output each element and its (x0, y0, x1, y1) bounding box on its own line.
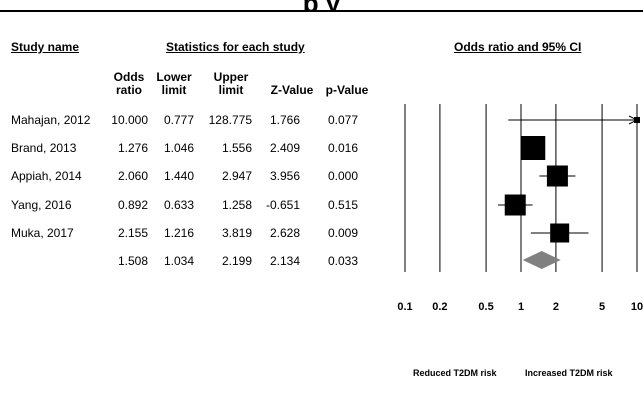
upper-limit: 128.775 (208, 113, 252, 127)
z-value: 1.766 (269, 113, 300, 127)
z-value: 2.628 (269, 226, 300, 240)
col-header-odds-line2: ratio (115, 83, 142, 97)
study-marker (546, 165, 568, 187)
header-study-name: Study name (11, 40, 80, 54)
upper-limit: 1.556 (221, 141, 252, 155)
summary-upper: 2.199 (221, 254, 252, 268)
study-marker (634, 117, 640, 123)
p-value: 0.515 (327, 198, 358, 212)
z-value: 2.409 (269, 141, 300, 155)
study-name: Yang, 2016 (11, 198, 72, 212)
lower-limit: 0.777 (163, 113, 194, 127)
col-header-lower-limit: Lower limit (152, 71, 196, 97)
summary-or: 1.508 (117, 254, 148, 268)
x-tick-label: 0.5 (478, 301, 494, 313)
col-header-lower-line1: Lower (156, 70, 192, 84)
header-odds-ci: Odds ratio and 95% CI (454, 40, 582, 54)
col-header-odds-line1: Odds (113, 70, 145, 84)
col-header-upper-line2: limit (218, 83, 244, 97)
lower-limit: 1.216 (163, 226, 194, 240)
summary-p: 0.033 (327, 254, 358, 268)
x-tick-label: 0.1 (397, 301, 413, 313)
study-name: Brand, 2013 (11, 141, 77, 155)
upper-limit: 1.258 (221, 198, 252, 212)
col-header-p-value: p-Value (325, 83, 369, 97)
study-marker (550, 223, 570, 243)
col-header-upper-line1: Upper (213, 70, 249, 84)
footer-reduced-risk: Reduced T2DM risk (413, 368, 497, 378)
x-tick-label: 1 (517, 301, 525, 313)
study-name: Mahajan, 2012 (11, 113, 91, 127)
page-title-fragment: p y (0, 0, 643, 10)
footer-increased-risk: Increased T2DM risk (525, 368, 613, 378)
upper-limit: 2.947 (221, 169, 252, 183)
lower-limit: 0.633 (163, 198, 194, 212)
study-marker (521, 136, 546, 160)
upper-limit: 3.819 (221, 226, 252, 240)
col-header-odds-ratio: Odds ratio (104, 71, 154, 97)
x-tick-label: 0.2 (432, 301, 448, 313)
study-name: Appiah, 2014 (11, 169, 82, 183)
x-tick-label: 10 (630, 301, 643, 313)
p-value: 0.009 (327, 226, 358, 240)
summary-z: 2.134 (269, 254, 300, 268)
z-value: -0.651 (265, 198, 300, 212)
col-header-upper-limit: Upper limit (206, 71, 256, 97)
p-value: 0.016 (327, 141, 358, 155)
odds-ratio: 10.000 (111, 113, 148, 127)
summary-lower: 1.034 (163, 254, 194, 268)
odds-ratio: 2.155 (117, 226, 148, 240)
header-statistics: Statistics for each study (166, 40, 305, 54)
x-tick-label: 2 (552, 301, 559, 313)
lower-limit: 1.440 (163, 169, 194, 183)
p-value: 0.000 (327, 169, 358, 183)
study-name: Muka, 2017 (11, 226, 74, 240)
odds-ratio: 0.892 (117, 198, 148, 212)
p-value: 0.077 (327, 113, 358, 127)
odds-ratio: 2.060 (117, 169, 148, 183)
lower-limit: 1.046 (163, 141, 194, 155)
odds-ratio: 1.276 (117, 141, 148, 155)
col-header-lower-line2: limit (161, 83, 187, 97)
col-header-z-value: Z-Value (270, 83, 314, 97)
study-marker (504, 194, 526, 216)
x-tick-label: 5 (599, 301, 606, 313)
z-value: 3.956 (269, 169, 300, 183)
title-rule (0, 10, 643, 12)
pooled-diamond (522, 251, 561, 269)
